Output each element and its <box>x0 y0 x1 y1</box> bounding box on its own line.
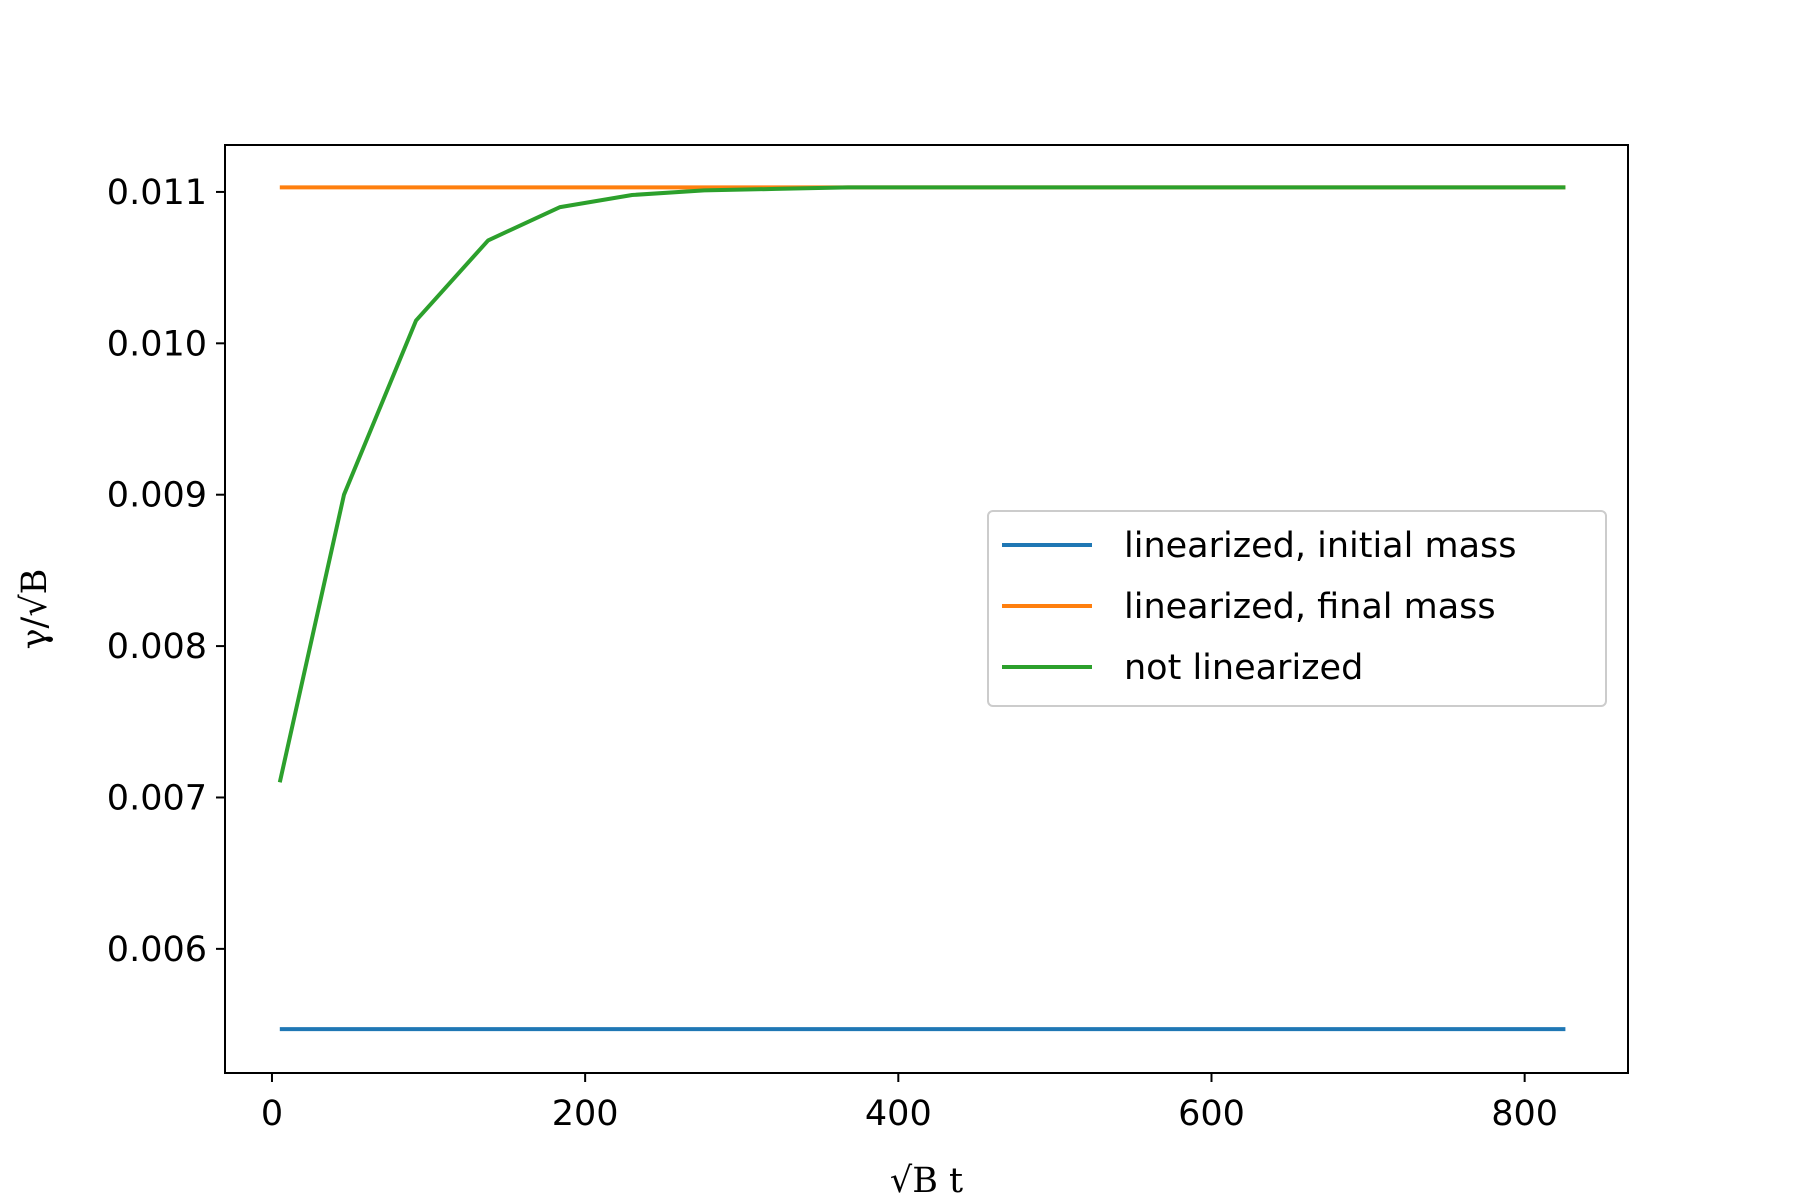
x-tick-label: 800 <box>1491 1094 1558 1134</box>
legend-box <box>987 510 1607 707</box>
ticks-layer: 0 200 400 600 800 0.006 0.007 0.008 0.009 0.010 0.… <box>107 173 1558 1134</box>
x-tick-label: 0 <box>261 1094 283 1134</box>
y-tick-label: 0.009 <box>107 476 207 516</box>
plot-frame <box>224 144 1629 1074</box>
y-tick-label: 0.010 <box>107 324 207 364</box>
x-axis-label: √B t <box>890 1161 963 1200</box>
legend-label-not-linearized: not linearized <box>1124 648 1363 688</box>
y-tick-label: 0.006 <box>107 930 207 970</box>
y-axis-label: γ/√B <box>15 569 55 650</box>
x-tick-label: 400 <box>865 1094 932 1134</box>
legend: linearized, initial mass linearized, fin… <box>987 510 1607 707</box>
series-layer <box>277 185 1566 1032</box>
legend-label-final-mass: linearized, final mass <box>1124 587 1496 627</box>
y-tick-label: 0.007 <box>107 778 207 818</box>
x-tick-label: 200 <box>552 1094 619 1134</box>
y-tick-label: 0.008 <box>107 627 207 667</box>
x-tick-label: 600 <box>1178 1094 1245 1134</box>
y-tick-label: 0.011 <box>107 173 207 213</box>
legend-label-initial-mass: linearized, initial mass <box>1124 526 1517 566</box>
series-line-not-linearized <box>277 185 1566 783</box>
